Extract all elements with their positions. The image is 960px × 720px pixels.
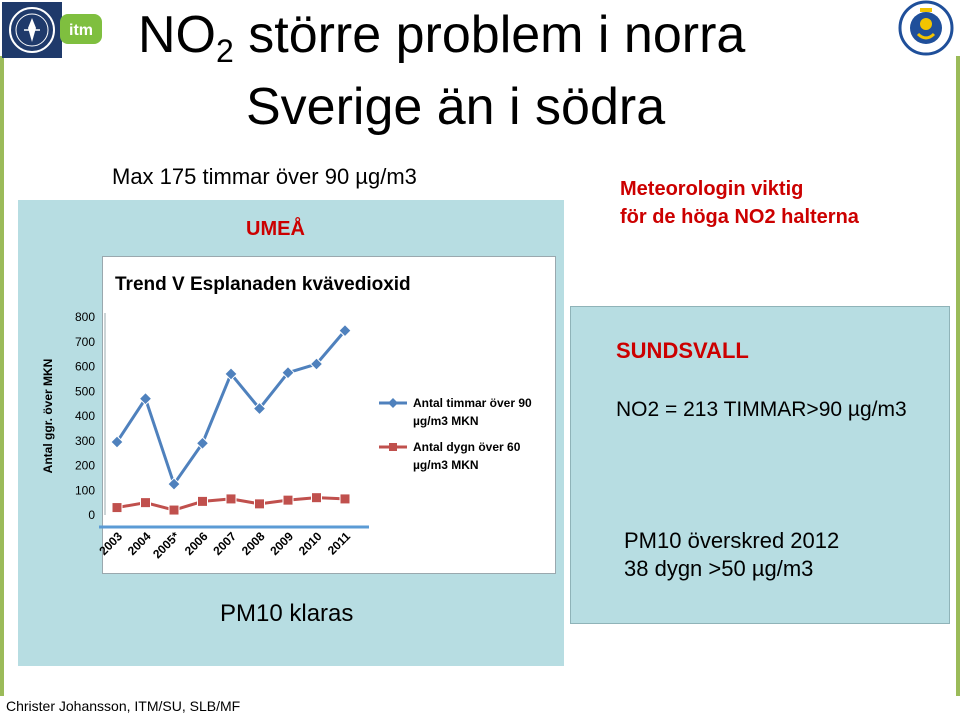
data-point-1 [168,504,180,516]
series-line-0 [115,329,347,488]
data-point-0 [195,436,210,450]
x-tick-label: 2011 [325,529,354,558]
y-tick-label: 200 [75,459,95,473]
x-tick-label: 2004 [125,529,154,558]
y-tick-label: 300 [75,434,95,448]
university-seal-logo [2,2,62,58]
y-tick-label: 400 [75,409,95,423]
x-tick-label: 2009 [267,529,296,558]
data-point-1 [225,493,237,505]
legend-label-line1: Antal timmar över 90 [413,396,532,410]
data-point-0 [167,477,181,491]
umea-pm10-text: PM10 klaras [220,600,354,627]
chart-title: Trend V Esplanaden kvävedioxid [115,274,411,295]
x-tick-label: 2010 [296,529,325,558]
data-point-0 [252,401,267,416]
left-accent-bar [0,56,4,696]
data-point-1 [254,498,265,510]
x-tick-label: 2008 [239,529,268,558]
right-accent-bar [956,56,960,696]
x-tick-label: 2007 [210,529,239,558]
footer-author: Christer Johansson, ITM/SU, SLB/MF [6,698,241,714]
data-point-0 [224,367,238,381]
legend-marker-1 [389,443,397,451]
stockholm-city-logo [898,0,954,56]
legend-label-line1: Antal dygn över 60 [413,440,521,454]
legend-label-line2: µg/m3 MKN [413,414,479,428]
slide-title-line2: Sverige än i södra [246,78,666,136]
y-tick-label: 600 [75,360,95,374]
y-tick-label: 100 [75,483,95,497]
chart-container: Trend V Esplanaden kvävedioxid Antal ggr… [41,256,556,574]
data-point-0 [338,323,352,338]
legend-marker-0 [388,398,398,408]
sundsvall-pm10-line2: 38 dygn >50 µg/m3 [624,556,814,581]
itm-logo: itm [60,14,102,44]
data-point-0 [138,391,153,406]
data-point-1 [311,492,322,504]
trend-line-chart: Trend V Esplanaden kvävedioxid Antal ggr… [41,274,532,561]
y-tick-label: 800 [75,310,95,324]
data-point-0 [110,435,124,449]
slide-title-line1: NO2 större problem i norra [138,4,745,82]
title-rest: större problem i norra [233,6,746,64]
sundsvall-panel [570,306,950,624]
chart-y-axis-label: Antal ggr. över MKN [41,359,55,474]
x-tick-label: 2006 [182,529,211,558]
x-tick-label: 2005* [150,529,182,561]
title-subscript: 2 [216,33,234,69]
data-point-1 [339,493,351,505]
meteorology-note-line2: för de höga NO2 halterna [620,206,859,228]
data-point-1 [197,495,208,507]
y-tick-label: 700 [75,335,95,349]
sundsvall-label: SUNDSVALL [616,338,749,363]
data-point-0 [281,365,295,380]
data-point-1 [282,494,294,506]
title-no: NO [138,6,216,64]
sundsvall-pm10-line1: PM10 överskred 2012 [624,528,840,553]
data-point-1 [111,502,123,514]
y-tick-label: 500 [75,384,95,398]
data-point-0 [309,357,324,371]
itm-logo-text: itm [69,22,93,39]
data-point-1 [140,497,151,509]
y-tick-label: 0 [88,508,95,522]
umea-label: UMEÅ [246,218,305,240]
sundsvall-no2-text: NO2 = 213 TIMMAR>90 µg/m3 [616,398,907,421]
meteorology-note-line1: Meteorologin viktig [620,178,804,200]
umea-max-hours-text: Max 175 timmar över 90 µg/m3 [112,164,417,189]
legend-label-line2: µg/m3 MKN [413,458,479,472]
